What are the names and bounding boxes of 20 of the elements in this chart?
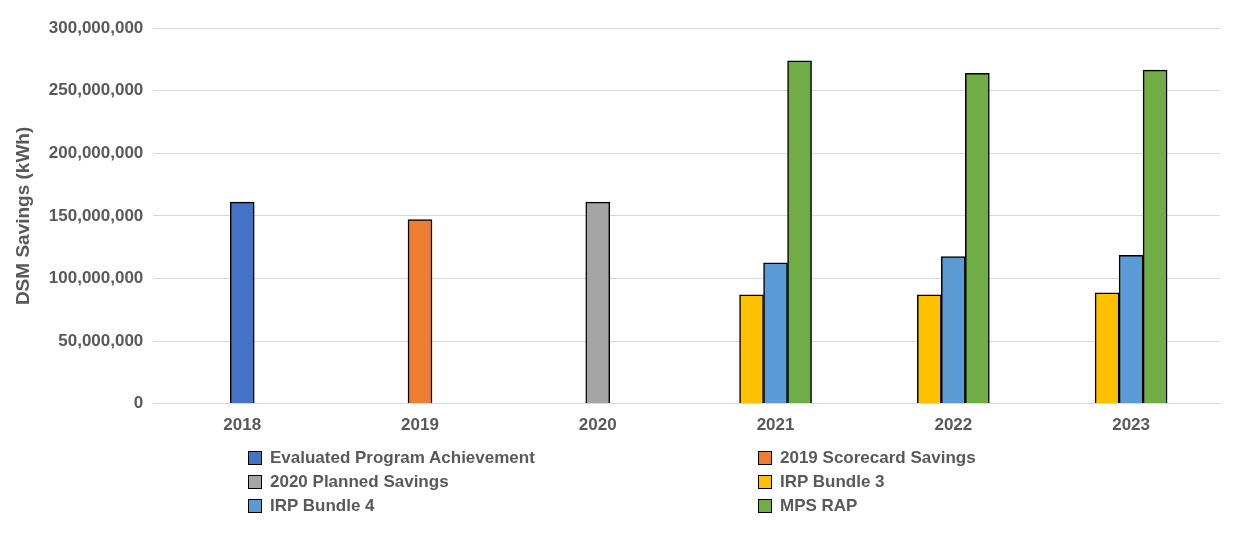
- y-tick-label: 150,000,000: [48, 205, 144, 225]
- legend-label: 2019 Scorecard Savings: [780, 448, 976, 468]
- y-tick-label: 0: [133, 393, 144, 413]
- legend-label: 2020 Planned Savings: [270, 472, 449, 492]
- y-tick-label: 50,000,000: [58, 330, 144, 350]
- legend-label: IRP Bundle 3: [780, 472, 885, 492]
- legend-label: MPS RAP: [780, 496, 858, 516]
- y-tick-label: 250,000,000: [48, 80, 144, 100]
- x-tick-label: 2020: [578, 415, 617, 435]
- y-tick-label: 200,000,000: [48, 143, 144, 163]
- x-tick-label: 2018: [223, 415, 262, 435]
- x-tick-label: 2021: [756, 415, 795, 435]
- y-tick-label: 100,000,000: [48, 268, 144, 288]
- legend-label: IRP Bundle 4: [270, 496, 375, 516]
- x-tick-label: 2022: [934, 415, 973, 435]
- x-tick-label: 2019: [401, 415, 439, 435]
- legend-label: Evaluated Program Achievement: [270, 448, 535, 468]
- x-tick-label: 2023: [1112, 415, 1151, 435]
- y-tick-label: 300,000,000: [48, 17, 144, 37]
- y-axis-title: DSM Savings (kWh): [11, 126, 33, 306]
